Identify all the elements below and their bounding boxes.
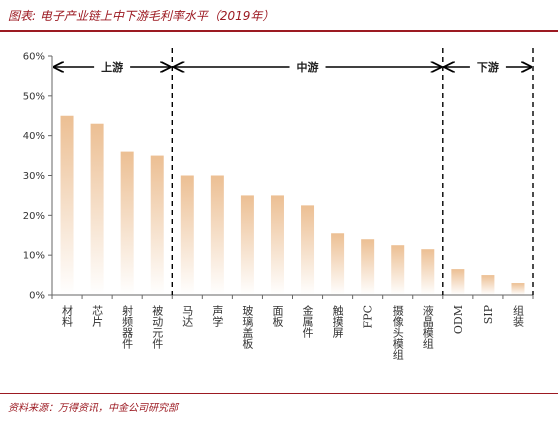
bar xyxy=(361,239,375,295)
bar xyxy=(331,233,345,295)
bar xyxy=(210,175,224,295)
x-tick-label: 触摸屏 xyxy=(331,304,344,339)
y-tick-label: 20% xyxy=(23,211,45,222)
x-tick-label: FPC xyxy=(362,305,375,328)
y-tick-label: 0% xyxy=(29,291,45,302)
x-tick-label: ODM xyxy=(452,305,465,334)
x-tick-label: 芯片 xyxy=(91,304,104,328)
y-tick-label: 60% xyxy=(23,52,45,63)
bar xyxy=(391,245,405,295)
bar xyxy=(270,195,284,295)
bar xyxy=(120,151,134,295)
bar xyxy=(60,115,74,295)
x-tick-label: 马达 xyxy=(181,305,194,327)
chart-title: 图表: 电子产业链上中下游毛利率水平（2019年） xyxy=(8,9,275,23)
bar xyxy=(301,205,315,295)
bar xyxy=(240,195,254,295)
y-tick-label: 30% xyxy=(23,171,45,182)
source-divider xyxy=(0,393,558,394)
x-tick-label: 摄像头模组 xyxy=(391,304,404,360)
title-divider xyxy=(0,30,558,32)
x-tick-label: 射频器件 xyxy=(121,304,134,350)
bar xyxy=(90,123,104,295)
x-tick-label: 玻璃盖板 xyxy=(241,305,254,350)
segment-label: 下游 xyxy=(477,60,499,74)
x-tick-label: 材料 xyxy=(61,304,74,328)
x-tick-label: SIP xyxy=(482,304,495,324)
y-tick-label: 50% xyxy=(23,91,45,102)
y-tick-label: 40% xyxy=(23,131,45,142)
bar xyxy=(180,175,194,295)
bar xyxy=(481,275,495,295)
bar xyxy=(511,283,525,295)
bar xyxy=(421,249,435,295)
x-tick-label: 液晶模组 xyxy=(421,304,434,349)
x-tick-label: 被动元件 xyxy=(151,305,164,350)
segment-label: 中游 xyxy=(297,60,319,74)
x-tick-label: 金属件 xyxy=(301,304,314,339)
x-tick-label: 组装 xyxy=(511,304,524,328)
segment-label: 上游 xyxy=(101,60,123,74)
bar xyxy=(451,269,465,295)
bar xyxy=(150,155,164,295)
x-tick-label: 面板 xyxy=(271,305,284,328)
bar-chart: 0% 10% 20% 30% 40% 50% 60% 材料 芯片 射频器件 被动元件 马达 声学 玻璃盖… xyxy=(23,48,534,360)
y-tick-label: 10% xyxy=(23,251,45,262)
x-tick-label: 声学 xyxy=(211,304,224,327)
source-note: 资料来源：万得资讯，中金公司研究部 xyxy=(8,403,178,414)
